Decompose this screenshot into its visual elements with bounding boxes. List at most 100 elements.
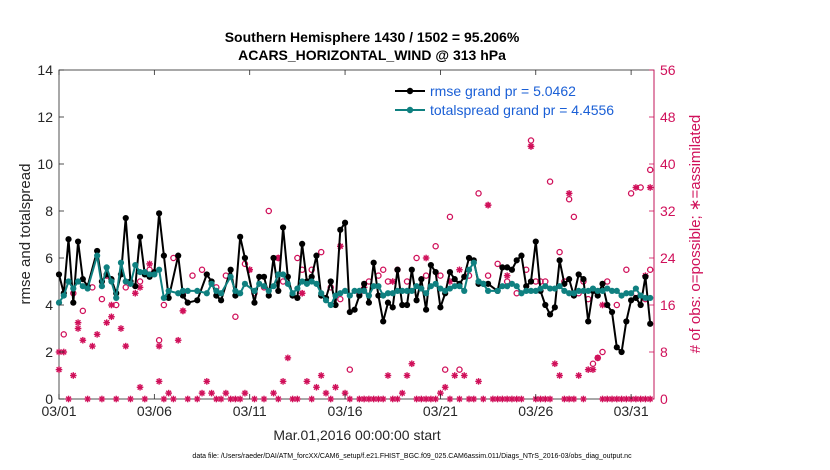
series-point-rmse <box>313 252 320 259</box>
series-point-totalspread <box>232 287 239 294</box>
series-point-rmse <box>446 269 454 276</box>
series-point-totalspread <box>351 287 358 294</box>
y-tick-label-right: 0 <box>660 391 668 407</box>
obs-possible-marker <box>613 301 621 309</box>
obs-assimilated-marker <box>441 383 449 391</box>
obs-assimilated-marker <box>308 395 315 403</box>
obs-assimilated-marker <box>303 378 311 385</box>
y-tick-label-right: 8 <box>660 344 668 360</box>
series-point-totalspread <box>60 292 67 299</box>
series-point-rmse <box>203 271 210 278</box>
obs-possible-marker <box>432 242 439 250</box>
y-tick-label-left: 10 <box>37 156 53 172</box>
series-point-totalspread <box>184 287 191 294</box>
obs-assimilated-marker <box>65 395 72 403</box>
obs-assimilated-marker <box>384 372 392 379</box>
series-point-rmse <box>513 257 520 264</box>
series-point-rmse <box>484 280 492 287</box>
obs-assimilated-marker <box>589 366 597 373</box>
series-point-totalspread <box>337 290 344 297</box>
series-point-rmse <box>465 254 473 262</box>
obs-possible-marker <box>556 248 563 256</box>
series-point-rmse <box>561 280 568 287</box>
obs-assimilated-marker <box>632 184 640 191</box>
series-point-rmse <box>613 344 620 351</box>
obs-assimilated-marker <box>580 395 587 403</box>
obs-assimilated-marker <box>184 395 192 403</box>
obs-assimilated-marker <box>322 389 330 397</box>
series-point-totalspread <box>74 278 82 285</box>
series-point-totalspread <box>475 278 482 285</box>
series-point-totalspread <box>575 287 582 294</box>
series-point-totalspread <box>94 252 101 259</box>
obs-possible-marker <box>646 166 654 174</box>
obs-possible-marker <box>627 190 635 197</box>
series-point-rmse <box>175 252 182 259</box>
obs-possible-marker <box>189 272 196 279</box>
obs-assimilated-marker <box>389 278 397 285</box>
series-point-rmse <box>294 294 301 302</box>
series-point-rmse <box>351 306 358 313</box>
series-point-rmse <box>566 276 573 283</box>
obs-assimilated-marker <box>432 395 439 403</box>
series-point-rmse <box>594 292 601 299</box>
series-point-rmse <box>346 308 353 316</box>
legend: rmse grand pr = 5.0462 totalspread grand… <box>395 83 614 118</box>
series-point-rmse <box>213 292 220 299</box>
obs-assimilated-marker <box>236 395 244 403</box>
series-point-rmse <box>55 271 63 278</box>
obs-possible-marker <box>484 272 492 279</box>
series-point-rmse <box>65 236 72 243</box>
series-point-totalspread <box>494 287 501 294</box>
obs-assimilated-marker <box>403 372 411 379</box>
series-point-rmse <box>184 299 191 306</box>
series-point-totalspread <box>532 287 539 294</box>
obs-possible-marker <box>604 278 611 285</box>
series-point-rmse <box>399 301 406 309</box>
series-point-totalspread <box>270 283 277 290</box>
series-point-rmse <box>423 306 430 313</box>
obs-assimilated-marker <box>131 289 139 297</box>
series-point-totalspread <box>556 283 563 290</box>
obs-assimilated-marker <box>298 289 306 297</box>
series-point-totalspread <box>647 294 654 302</box>
obs-assimilated-marker <box>275 395 282 403</box>
obs-possible-marker <box>98 295 106 303</box>
series-point-totalspread <box>465 266 473 273</box>
series-point-totalspread <box>208 280 215 287</box>
series-point-totalspread <box>432 280 439 287</box>
series-point-totalspread <box>160 294 167 302</box>
series-point-rmse <box>532 238 539 245</box>
series-point-totalspread <box>451 283 458 290</box>
series-point-totalspread <box>265 287 272 294</box>
obs-assimilated-marker <box>379 395 387 403</box>
obs-assimilated-marker <box>98 395 106 403</box>
obs-possible-marker <box>446 213 454 221</box>
legend-marker-spread <box>406 106 414 114</box>
series-point-rmse <box>623 318 630 325</box>
y-tick-label-left: 8 <box>45 203 53 219</box>
obs-assimilated-marker <box>79 336 87 344</box>
series-point-totalspread <box>551 285 558 292</box>
series-point-rmse <box>275 287 282 294</box>
series-point-totalspread <box>313 280 320 287</box>
series-point-rmse <box>156 210 163 217</box>
series-point-rmse <box>618 348 625 356</box>
obs-assimilated-marker <box>456 395 463 403</box>
obs-assimilated-marker <box>270 389 277 397</box>
series-point-totalspread <box>608 287 616 294</box>
series-point-totalspread <box>146 271 153 278</box>
series-point-totalspread <box>384 290 392 297</box>
series-point-totalspread <box>299 278 306 285</box>
series-point-totalspread <box>413 283 420 290</box>
series-point-totalspread <box>632 285 639 292</box>
obs-assimilated-marker <box>160 395 168 403</box>
series-point-totalspread <box>65 278 72 285</box>
series-point-totalspread <box>165 287 172 294</box>
obs-assimilated-marker <box>217 395 225 403</box>
obs-possible-marker <box>79 307 87 315</box>
x-tick-label: 03/16 <box>328 403 363 419</box>
series-point-totalspread <box>537 285 544 292</box>
series-point-rmse <box>256 273 263 280</box>
obs-assimilated-marker <box>241 389 249 397</box>
